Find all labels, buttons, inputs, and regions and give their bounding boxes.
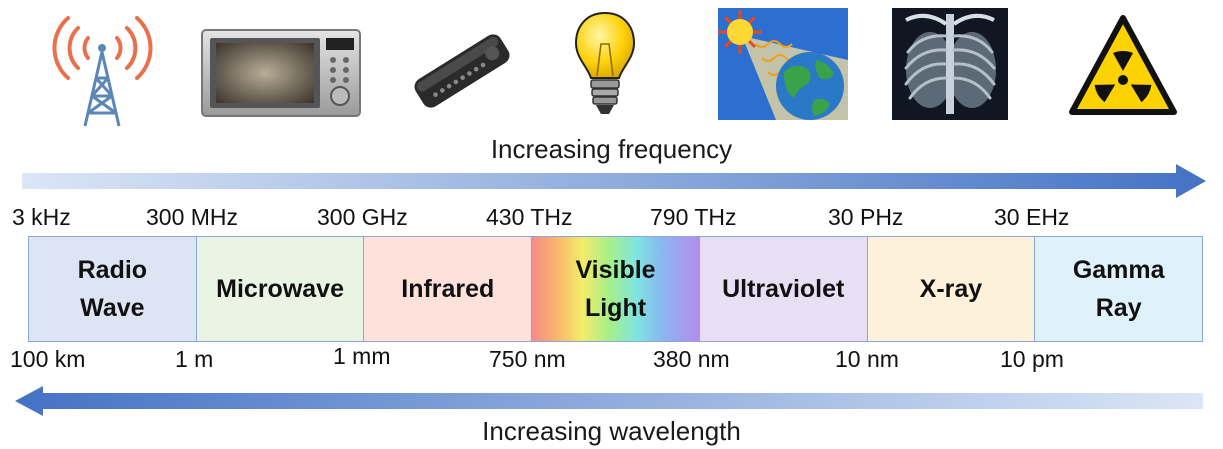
- radio-tower-icon: [52, 16, 153, 127]
- band-ultraviolet: Ultraviolet: [698, 236, 868, 342]
- wavelength-arrow: [15, 386, 1203, 416]
- band-label: Visible Light: [575, 256, 656, 322]
- spectrum-bands: Radio Wave Microwave Infrared Visible Li…: [28, 236, 1204, 342]
- frequency-tick: 3 kHz: [12, 204, 71, 230]
- wavelength-tick: 1 mm: [333, 343, 391, 369]
- frequency-arrow-label: Increasing frequency: [490, 134, 733, 164]
- band-infrared: Infrared: [363, 236, 533, 342]
- band-visible-light: Visible Light: [531, 236, 700, 342]
- band-label: X-ray: [919, 275, 983, 303]
- wavelength-tick: 1 m: [175, 346, 214, 372]
- frequency-tick: 30 EHz: [994, 204, 1070, 230]
- radiation-warning-icon: [1069, 15, 1177, 115]
- sun-earth-uv-icon: [718, 8, 848, 120]
- frequency-tick: 30 PHz: [828, 204, 904, 230]
- band-gamma-ray: Gamma Ray: [1034, 236, 1204, 342]
- band-label: Infrared: [401, 275, 495, 303]
- frequency-tick: 790 THz: [650, 204, 737, 230]
- band-label: Microwave: [216, 275, 344, 303]
- wavelength-tick: 10 nm: [835, 346, 899, 372]
- wavelength-tick: 10 pm: [1000, 346, 1064, 372]
- remote-control-icon: [414, 34, 510, 108]
- band-label: Gamma Ray: [1072, 256, 1165, 322]
- chest-xray-icon: [892, 8, 1008, 120]
- frequency-tick: 430 THz: [486, 204, 573, 230]
- band-x-ray: X-ray: [866, 236, 1036, 342]
- microwave-oven-icon: [201, 29, 361, 117]
- band-label: Radio Wave: [77, 256, 148, 322]
- wavelength-tick: 100 km: [10, 346, 86, 372]
- wavelength-tick: 380 nm: [653, 346, 730, 372]
- light-bulb-icon: [574, 11, 636, 114]
- frequency-tick: 300 MHz: [146, 204, 239, 230]
- frequency-tick: 300 GHz: [317, 204, 408, 230]
- wavelength-arrow-label: Increasing wavelength: [482, 416, 741, 446]
- band-microwave: Microwave: [195, 236, 365, 342]
- band-label: Ultraviolet: [722, 275, 845, 303]
- frequency-arrow: [22, 164, 1206, 198]
- wavelength-tick: 750 nm: [489, 346, 566, 372]
- band-radio-wave: Radio Wave: [28, 236, 197, 342]
